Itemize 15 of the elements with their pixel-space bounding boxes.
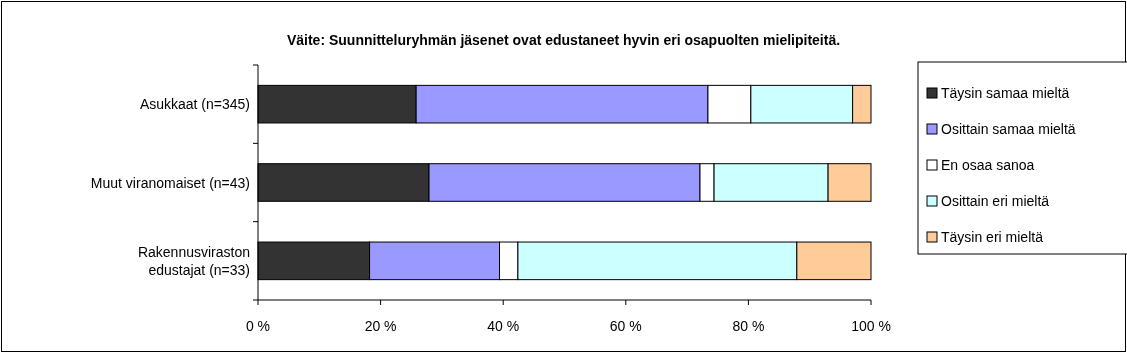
y-tick-label: Asukkaat (n=345) bbox=[139, 96, 250, 113]
legend-label: Täysin samaa mieltä bbox=[941, 85, 1070, 101]
x-tick-label: 80 % bbox=[732, 318, 765, 334]
x-tick-label: 60 % bbox=[609, 318, 642, 334]
y-tick-label: Rakennusviraston edustajat (n=33) bbox=[137, 243, 250, 278]
y-tick-label: Muut viranomaiset (n=43) bbox=[90, 174, 250, 191]
legend-label: En osaa sanoa bbox=[941, 157, 1035, 173]
chart-title: Väite: Suunnitteluryhmän jäsenet ovat edustaneet hyvin eri osapuolten mielipiteitä. bbox=[286, 32, 841, 48]
x-tick-label: 20 % bbox=[364, 318, 397, 334]
x-tick-label: 100 % bbox=[851, 318, 891, 334]
legend-label: Osittain samaa mieltä bbox=[941, 121, 1076, 137]
legend-label: Täysin eri mieltä bbox=[941, 229, 1044, 245]
legend-label: Osittain eri mieltä bbox=[941, 193, 1050, 209]
x-tick-label: 40 % bbox=[487, 318, 520, 334]
x-tick-label: 0 % bbox=[245, 318, 271, 334]
